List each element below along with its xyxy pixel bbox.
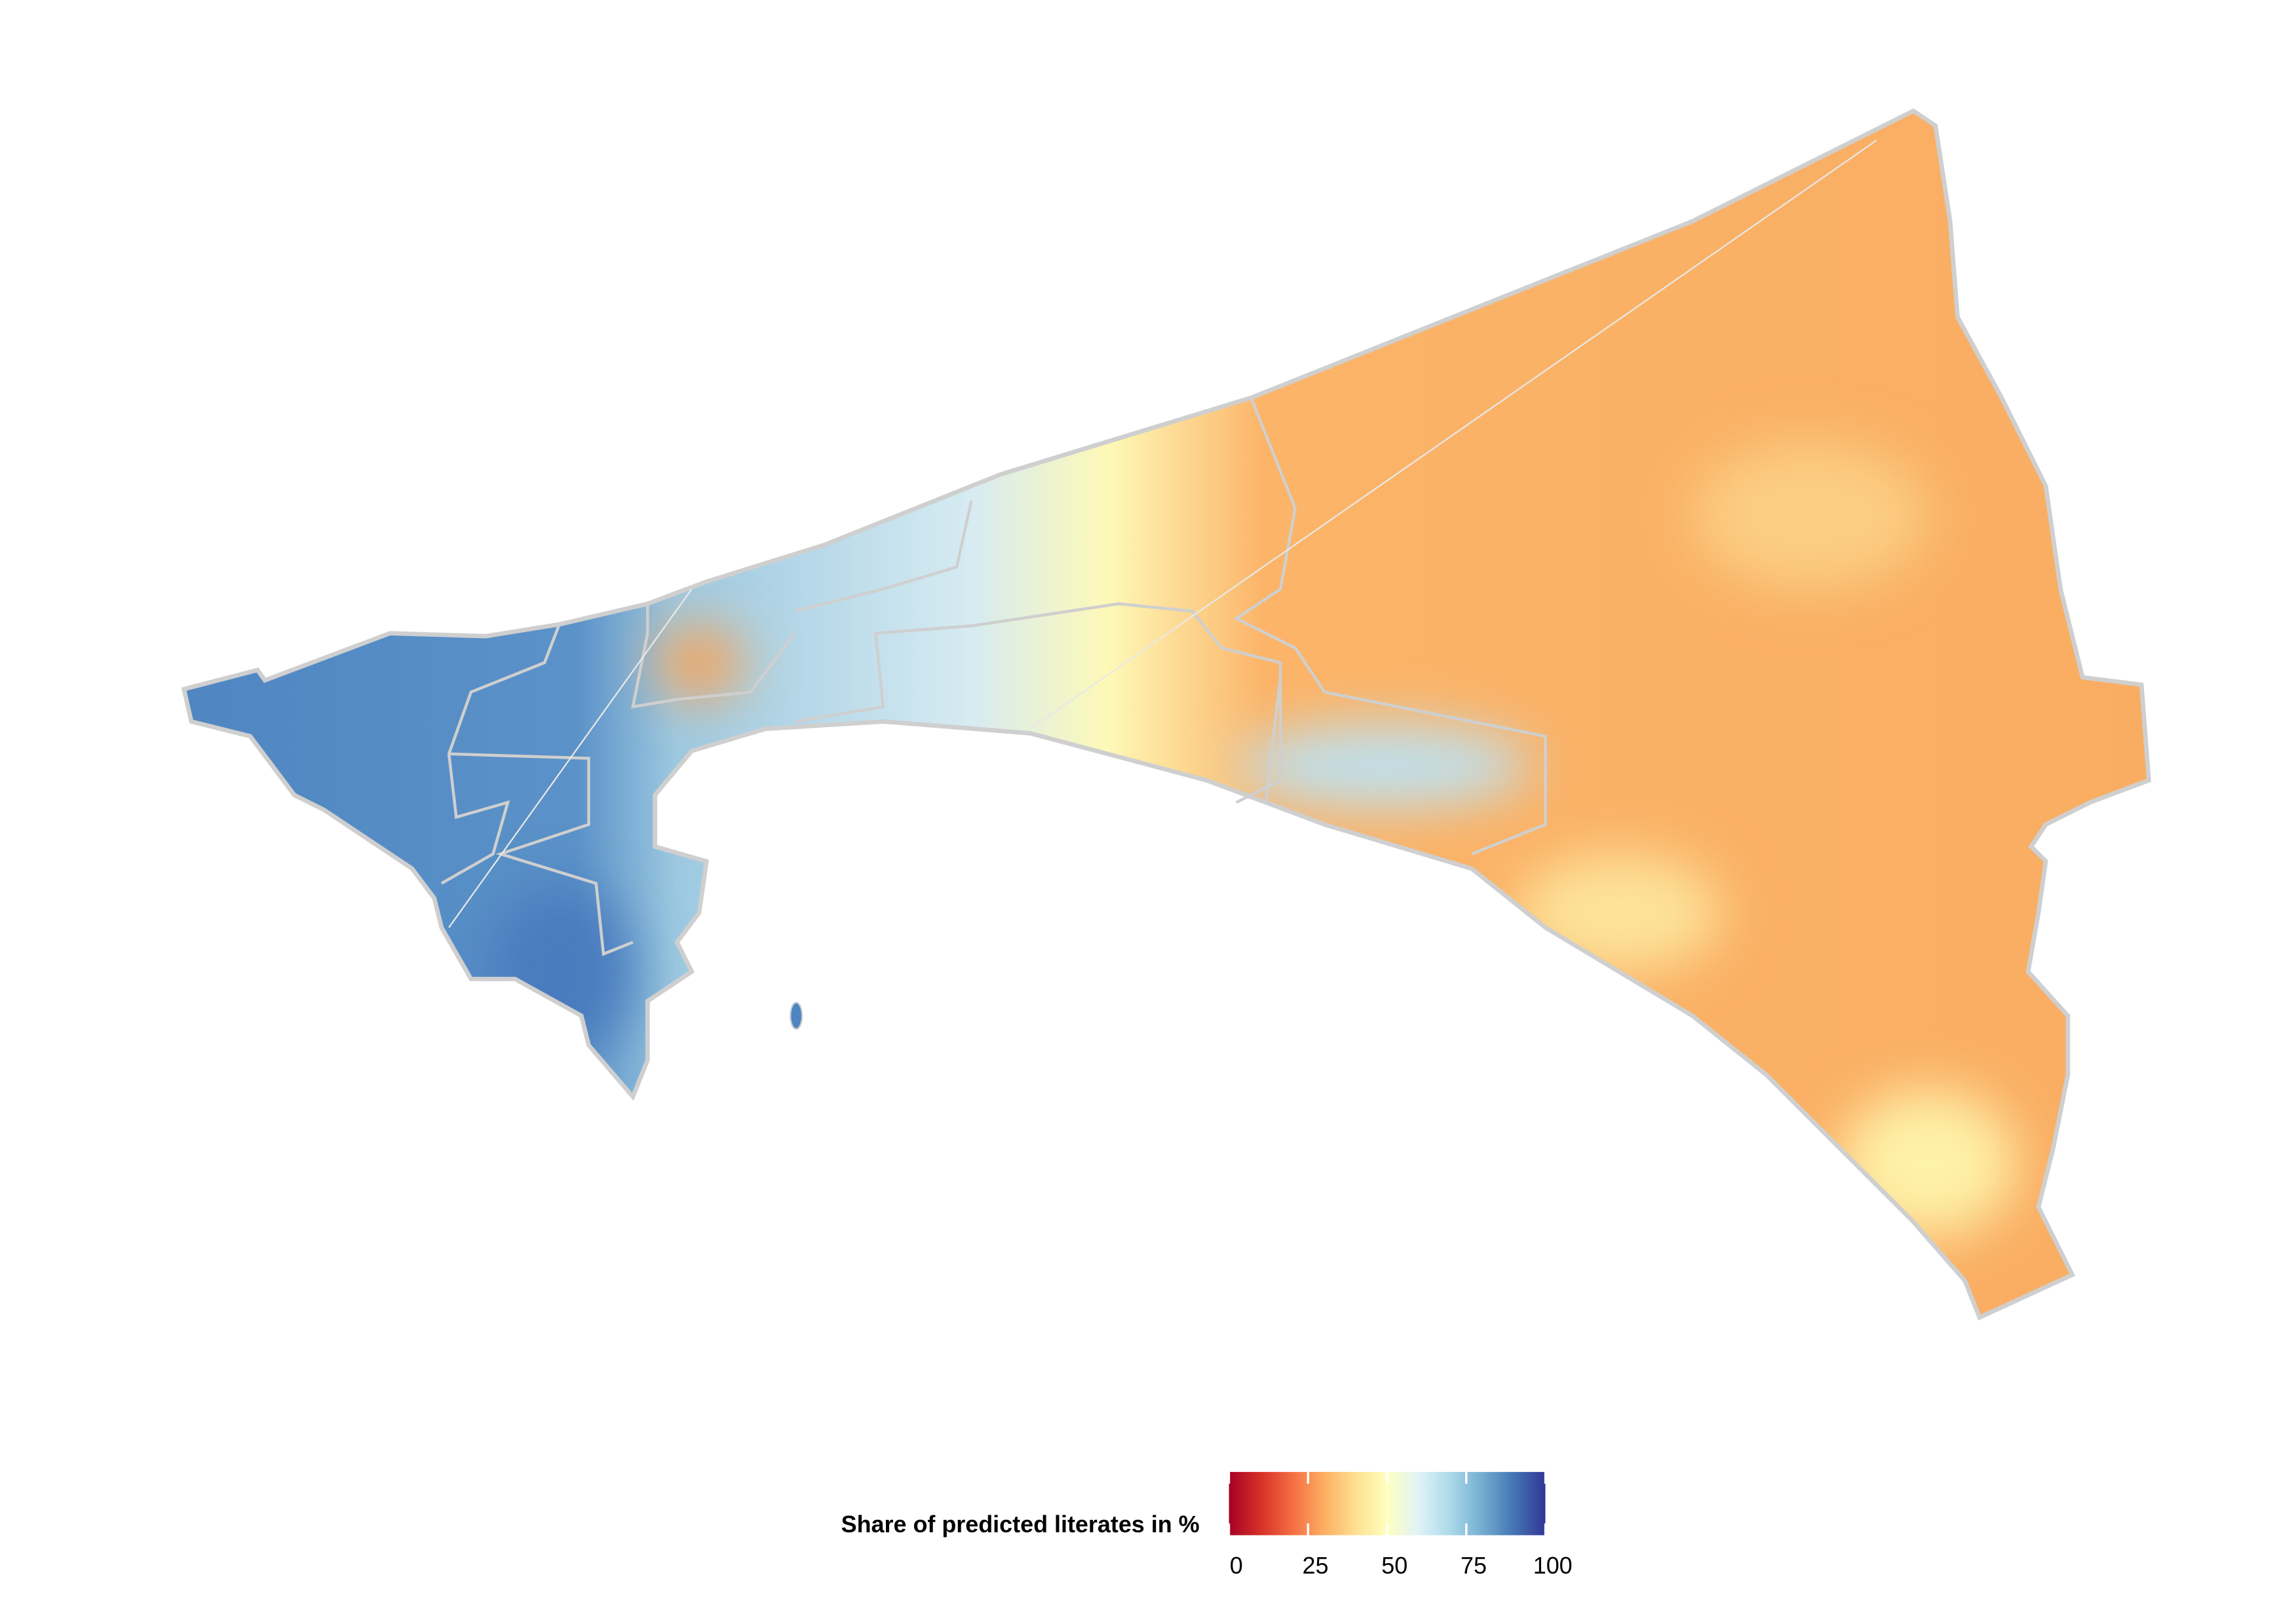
colorbar-tick-label: 50: [1381, 1552, 1407, 1579]
colorbar-tick-label: 0: [1230, 1552, 1243, 1579]
legend-title: Share of predicted literates in %: [841, 1511, 1200, 1538]
island: [790, 1002, 803, 1030]
legend: Share of predicted literates in % 0 25 50 7…: [841, 1471, 1573, 1579]
district-boundaries: [184, 111, 2149, 1317]
colorbar-tick-label: 25: [1303, 1552, 1329, 1579]
colorbar-tick-label: 100: [1533, 1552, 1573, 1579]
survey-lines: [448, 140, 1877, 928]
colorbar-tick-label: 75: [1461, 1552, 1487, 1579]
literacy-surface: [183, 111, 2149, 1318]
